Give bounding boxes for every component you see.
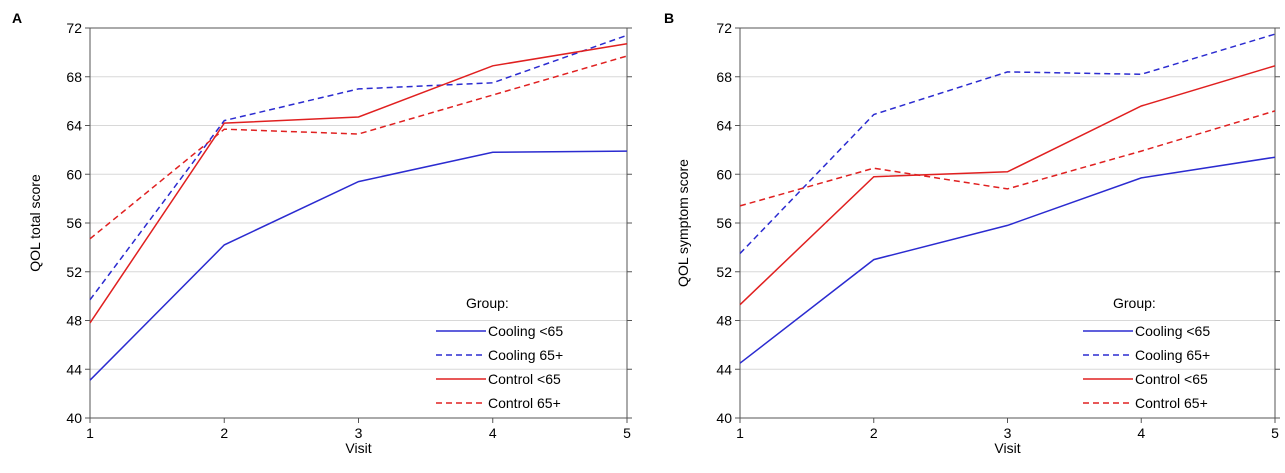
y-tick-label: 56: [66, 215, 82, 231]
legend-title: Group:: [466, 295, 509, 311]
legend: Group: Cooling <65 Cooling 65+ Control <65 C…: [1083, 295, 1210, 411]
y-tick-label: 68: [716, 69, 732, 85]
y-tick-label: 64: [716, 118, 732, 134]
x-tick-label: 2: [870, 425, 878, 441]
legend-label: Cooling <65: [1135, 323, 1210, 339]
series-line-3: [89, 55, 628, 240]
panel-label: B: [664, 10, 674, 26]
series-line-1: [739, 33, 1276, 255]
y-tick-label: 52: [716, 264, 732, 280]
y-tick-label: 64: [66, 118, 82, 134]
legend-label: Control <65: [488, 371, 561, 387]
x-tick-label: 5: [623, 425, 631, 441]
x-tick-label: 2: [220, 425, 228, 441]
y-tick-label: 60: [716, 166, 732, 182]
y-tick-label: 44: [716, 361, 732, 377]
chart-panel-b: B 40 44 48 52 56 60 64 68 72 1 2 3 4 5 Visit QOL symptom…: [664, 10, 1280, 456]
y-tick-label: 52: [66, 264, 82, 280]
legend-label: Control 65+: [488, 395, 561, 411]
legend-label: Control <65: [1135, 371, 1208, 387]
y-tick-label: 40: [66, 410, 82, 426]
y-tick-label: 40: [716, 410, 732, 426]
series-line-3: [739, 110, 1276, 207]
x-tick-label: 1: [736, 425, 744, 441]
x-axis-title: Visit: [994, 440, 1020, 456]
y-tick-label: 48: [66, 313, 82, 329]
x-axis-title: Visit: [345, 440, 371, 456]
legend-label: Control 65+: [1135, 395, 1208, 411]
plot-frame: [739, 27, 1276, 419]
series-line-2: [89, 43, 628, 324]
y-axis-title: QOL total score: [27, 174, 43, 272]
x-tick-label: 3: [1004, 425, 1012, 441]
y-tick-label: 48: [716, 313, 732, 329]
x-tick-label: 5: [1271, 425, 1279, 441]
legend-label: Cooling 65+: [1135, 347, 1210, 363]
series-line-1: [89, 34, 628, 301]
legend-title: Group:: [1113, 295, 1156, 311]
series-line-2: [739, 65, 1276, 306]
legend-label: Cooling <65: [488, 323, 563, 339]
y-tick-label: 44: [66, 361, 82, 377]
x-tick-label: 3: [355, 425, 363, 441]
x-tick-label: 4: [1137, 425, 1145, 441]
y-tick-label: 72: [716, 20, 732, 36]
plot-frame: [89, 27, 628, 419]
legend: Group: Cooling <65 Cooling 65+ Control <65 C…: [436, 295, 563, 411]
x-tick-label: 4: [489, 425, 497, 441]
series-line-0: [739, 156, 1276, 364]
panel-label: A: [12, 10, 22, 26]
y-tick-label: 56: [716, 215, 732, 231]
y-tick-label: 68: [66, 69, 82, 85]
legend-label: Cooling 65+: [488, 347, 563, 363]
y-tick-label: 72: [66, 20, 82, 36]
x-tick-label: 1: [86, 425, 94, 441]
y-axis-title: QOL symptom score: [675, 159, 691, 287]
series-line-0: [89, 150, 628, 381]
chart-panel-a: A 40 44 48 52 56 60 64 68 72 1 2 3 4 5 Visit QOL total s…: [12, 10, 632, 456]
y-tick-label: 60: [66, 166, 82, 182]
